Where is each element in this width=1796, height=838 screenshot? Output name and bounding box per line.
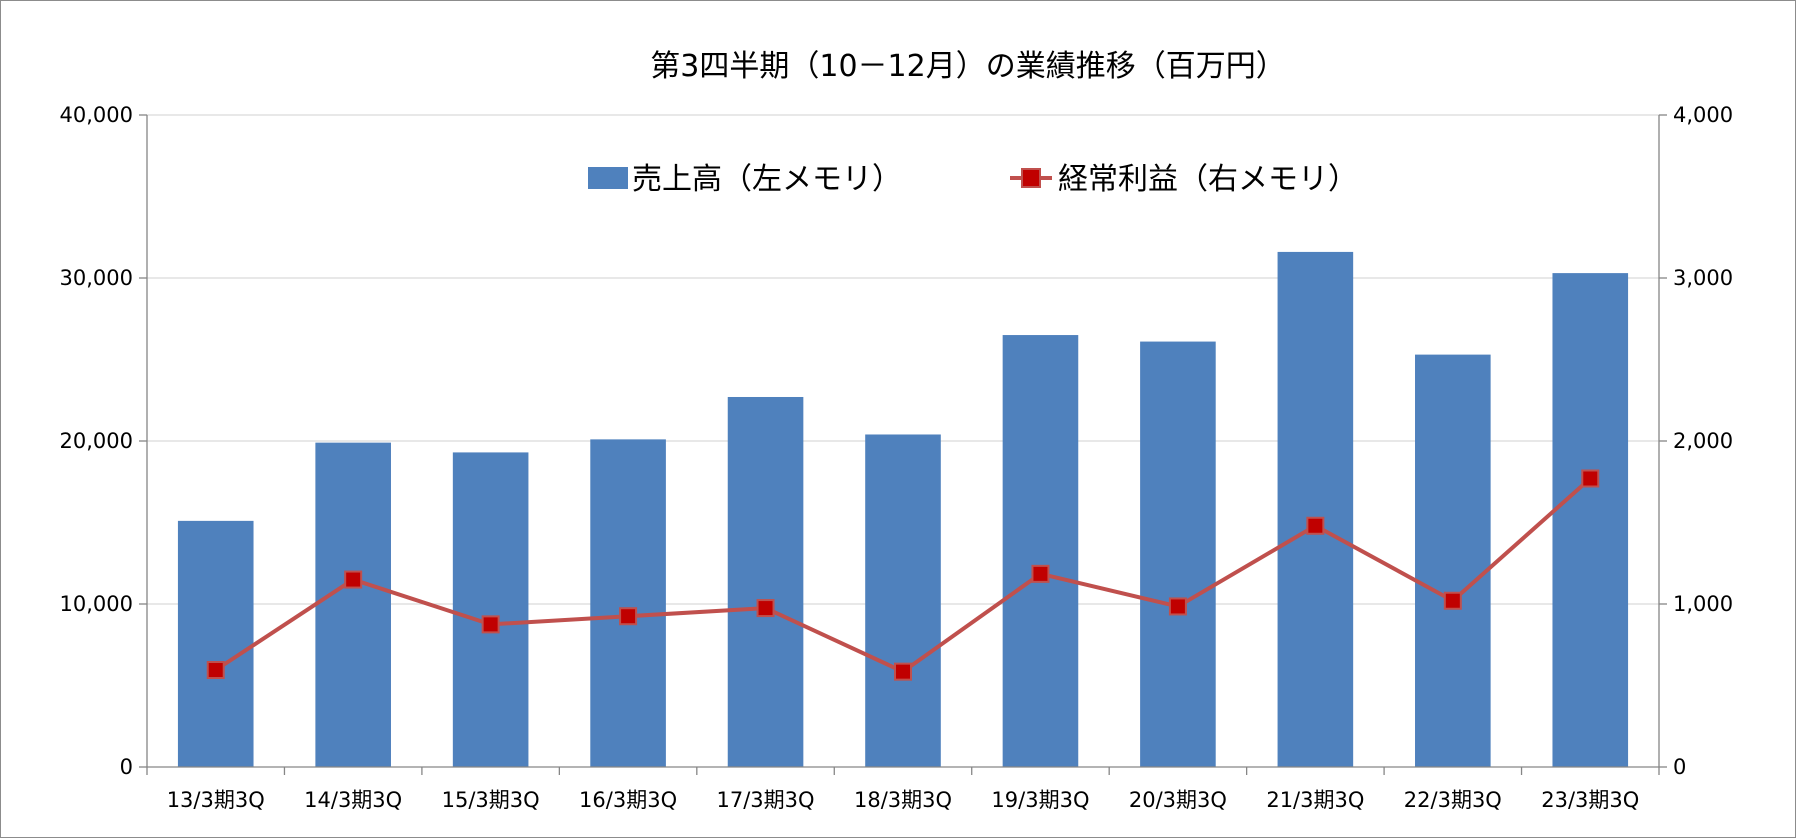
line-marker — [1581, 469, 1600, 488]
right-axis-tick-label: 2,000 — [1673, 429, 1733, 453]
legend: 売上高（左メモリ） 経常利益（右メモリ） — [588, 162, 1358, 197]
right-axis-ticks: 0 1,000 2,000 3,000 4,000 — [1673, 103, 1733, 779]
line-marker — [894, 662, 912, 681]
left-axis-tick-label: 40,000 — [60, 103, 133, 127]
line-marker — [344, 570, 363, 589]
legend-line-label: 経常利益（右メモリ） — [1058, 162, 1358, 197]
right-axis-tick-label: 4,000 — [1673, 103, 1733, 127]
bar — [177, 520, 254, 767]
left-axis-tick-label: 10,000 — [60, 592, 133, 616]
x-axis-tick-label: 22/3期3Q — [1404, 788, 1502, 812]
line-marker — [1443, 591, 1462, 610]
line-marker — [1168, 597, 1187, 616]
bar — [1140, 341, 1216, 767]
bar — [590, 439, 666, 767]
bar — [865, 434, 941, 767]
bar-series — [177, 251, 1629, 768]
right-axis-tick-label: 3,000 — [1673, 266, 1733, 290]
x-axis-tick-label: 18/3期3Q — [854, 788, 952, 812]
bar — [1277, 251, 1354, 768]
bar — [315, 442, 391, 767]
right-axis-tick-label: 1,000 — [1673, 592, 1733, 616]
legend-line-marker — [1021, 168, 1041, 188]
line-marker — [619, 607, 638, 626]
bar — [452, 452, 529, 767]
x-axis-tick-label: 16/3期3Q — [579, 788, 677, 812]
x-axis-tick-label: 19/3期3Q — [991, 788, 1089, 812]
bar — [727, 396, 804, 767]
legend-bar-label: 売上高（左メモリ） — [632, 162, 902, 197]
line-marker — [756, 599, 775, 618]
x-axis-tick-label: 21/3期3Q — [1266, 788, 1364, 812]
legend-bar-swatch — [588, 167, 628, 189]
left-axis-tick-label: 30,000 — [60, 266, 133, 290]
x-axis-ticks: 13/3期3Q 14/3期3Q 15/3期3Q 16/3期3Q 17/3期3Q 18/3期… — [167, 788, 1640, 812]
x-axis-tick-label: 20/3期3Q — [1129, 788, 1227, 812]
bar — [1415, 354, 1491, 767]
x-axis-tick-label: 14/3期3Q — [304, 788, 402, 812]
line-marker — [206, 661, 225, 680]
x-axis-tick-label: 13/3期3Q — [167, 788, 265, 812]
x-axis-tick-label: 15/3期3Q — [442, 788, 540, 812]
x-axis-tick-label: 17/3期3Q — [717, 788, 815, 812]
chart-title: 第3四半期（10－12月）の業績推移（百万円） — [650, 49, 1285, 84]
line-marker — [1031, 564, 1050, 583]
line-marker — [481, 615, 500, 634]
bar — [1552, 273, 1629, 767]
bar — [1002, 335, 1079, 767]
line-marker — [1306, 516, 1325, 535]
right-axis-tick-label: 0 — [1673, 755, 1686, 779]
line-series — [206, 469, 1600, 681]
axes — [139, 114, 1667, 775]
left-axis-ticks: 0 10,000 20,000 30,000 40,000 — [60, 103, 133, 779]
left-axis-tick-label: 0 — [120, 755, 133, 779]
x-axis-tick-label: 23/3期3Q — [1541, 788, 1639, 812]
left-axis-tick-label: 20,000 — [60, 429, 133, 453]
